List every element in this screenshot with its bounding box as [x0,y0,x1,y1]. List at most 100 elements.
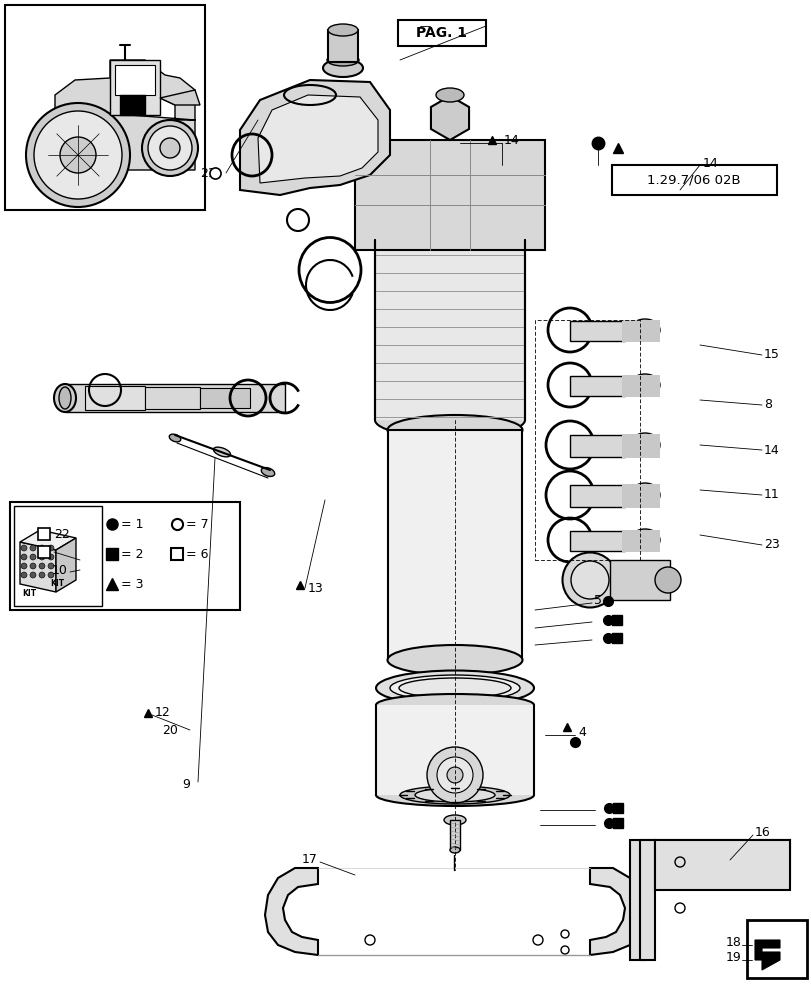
Text: KIT: KIT [50,580,64,588]
FancyBboxPatch shape [328,30,358,62]
FancyBboxPatch shape [569,321,624,341]
Ellipse shape [387,645,521,675]
Text: = 3: = 3 [121,578,144,590]
Ellipse shape [570,561,608,599]
Text: 23: 23 [763,538,779,552]
Ellipse shape [59,387,71,409]
Ellipse shape [654,567,680,593]
FancyBboxPatch shape [10,502,240,610]
Circle shape [39,545,45,551]
FancyBboxPatch shape [611,165,776,195]
Ellipse shape [562,552,616,607]
Ellipse shape [375,670,534,706]
FancyBboxPatch shape [621,320,659,342]
Ellipse shape [261,468,274,476]
Ellipse shape [375,784,534,806]
FancyBboxPatch shape [569,531,624,551]
Circle shape [39,563,45,569]
Text: 22: 22 [54,528,70,540]
Circle shape [30,563,36,569]
FancyBboxPatch shape [388,430,521,660]
Circle shape [160,138,180,158]
Ellipse shape [169,434,181,442]
FancyBboxPatch shape [109,60,160,115]
Ellipse shape [449,847,460,853]
Circle shape [34,111,122,199]
Ellipse shape [398,678,510,698]
Circle shape [48,545,54,551]
Circle shape [48,554,54,560]
Polygon shape [55,60,195,170]
Circle shape [21,545,27,551]
FancyBboxPatch shape [85,386,145,410]
Ellipse shape [629,319,659,341]
Circle shape [148,126,191,170]
Circle shape [142,120,198,176]
Text: 12: 12 [155,706,170,720]
Ellipse shape [323,59,363,77]
Text: 10: 10 [52,564,68,576]
Polygon shape [56,538,76,592]
Ellipse shape [387,415,521,445]
Polygon shape [258,95,378,183]
Text: 14: 14 [504,134,519,147]
Circle shape [30,572,36,578]
Text: 19: 19 [725,951,740,964]
Text: 18: 18 [725,936,741,949]
Text: 4: 4 [577,726,586,740]
FancyBboxPatch shape [569,376,624,396]
Text: 21: 21 [200,167,216,180]
FancyBboxPatch shape [569,435,624,457]
Circle shape [446,767,462,783]
Text: 20: 20 [162,724,178,736]
Ellipse shape [54,384,76,412]
Text: 11: 11 [763,488,779,502]
Text: PAG. 1: PAG. 1 [416,26,467,40]
Text: = 6: = 6 [186,548,208,560]
FancyBboxPatch shape [746,920,806,978]
Text: 14: 14 [702,157,718,170]
Ellipse shape [629,529,659,551]
Ellipse shape [444,815,466,825]
Circle shape [48,572,54,578]
Text: 14: 14 [763,444,779,456]
Ellipse shape [375,694,534,716]
Text: 1.29.7/06 02B: 1.29.7/06 02B [646,174,740,187]
Ellipse shape [400,786,509,804]
Ellipse shape [629,483,659,507]
Circle shape [30,545,36,551]
Ellipse shape [629,433,659,457]
Polygon shape [754,940,779,970]
Text: = 2: = 2 [121,548,144,560]
FancyBboxPatch shape [120,95,145,115]
FancyBboxPatch shape [354,140,544,250]
Text: = 1: = 1 [121,518,144,530]
Circle shape [436,757,473,793]
Ellipse shape [629,374,659,396]
FancyBboxPatch shape [5,5,204,210]
FancyBboxPatch shape [14,506,102,606]
Ellipse shape [327,54,358,66]
Text: 5: 5 [594,594,601,607]
FancyBboxPatch shape [397,20,486,46]
Text: 17: 17 [302,853,317,866]
FancyBboxPatch shape [145,387,200,409]
Ellipse shape [375,223,525,257]
Ellipse shape [375,402,525,438]
Text: 9: 9 [182,778,190,791]
Polygon shape [240,80,389,195]
FancyBboxPatch shape [621,484,659,508]
Ellipse shape [436,88,463,102]
Circle shape [21,554,27,560]
FancyBboxPatch shape [621,375,659,397]
Polygon shape [20,530,76,550]
Circle shape [30,554,36,560]
FancyBboxPatch shape [621,434,659,458]
FancyBboxPatch shape [115,65,155,95]
Circle shape [60,137,96,173]
Circle shape [427,747,483,803]
Ellipse shape [389,675,519,701]
Ellipse shape [328,24,358,36]
Ellipse shape [414,788,495,802]
FancyBboxPatch shape [569,485,624,507]
